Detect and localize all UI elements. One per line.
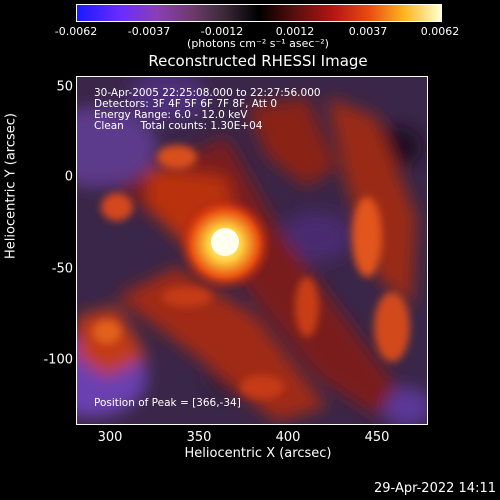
timestamp-footer: 29-Apr-2022 14:11: [374, 481, 496, 496]
colorbar-units: (photons cm⁻² s⁻¹ asec⁻²): [187, 37, 329, 50]
colorbar: [76, 4, 442, 22]
colorbar-tick: -0.0037: [127, 25, 171, 38]
peak-position-label: Position of Peak = [366,-34]: [94, 397, 241, 409]
y-tick: -50: [51, 261, 73, 277]
y-axis-label: Heliocentric Y (arcsec): [3, 113, 19, 259]
colorbar-tick: 0.0037: [348, 25, 388, 38]
rhessi-map: [77, 77, 427, 424]
x-tick: 450: [364, 430, 390, 445]
x-tick: 400: [275, 430, 301, 445]
energy-range-label: Energy Range: 6.0 - 12.0 keV: [94, 109, 248, 121]
colorbar-tick: 0.0012: [275, 25, 315, 38]
x-tick: 300: [97, 430, 123, 445]
y-tick: 0: [64, 169, 73, 185]
y-tick: 50: [56, 79, 73, 95]
time-range-label: 30-Apr-2005 22:25:08.000 to 22:27:56.000: [94, 87, 321, 99]
colorbar-tick: 0.0062: [420, 25, 460, 38]
colorbar-tick: -0.0062: [54, 25, 98, 38]
detectors-label: Detectors: 3F 4F 5F 6F 7F 8F, Att 0: [94, 98, 278, 110]
y-tick: -100: [43, 352, 73, 368]
image-title: Reconstructed RHESSI Image: [148, 52, 368, 70]
clean-method-label: Clean Total counts: 1.30E+04: [94, 120, 263, 132]
rhessi-image: [76, 76, 428, 425]
x-tick: 350: [186, 430, 212, 445]
x-axis-label: Heliocentric X (arcsec): [184, 446, 332, 461]
colorbar-tick: -0.0012: [200, 25, 244, 38]
